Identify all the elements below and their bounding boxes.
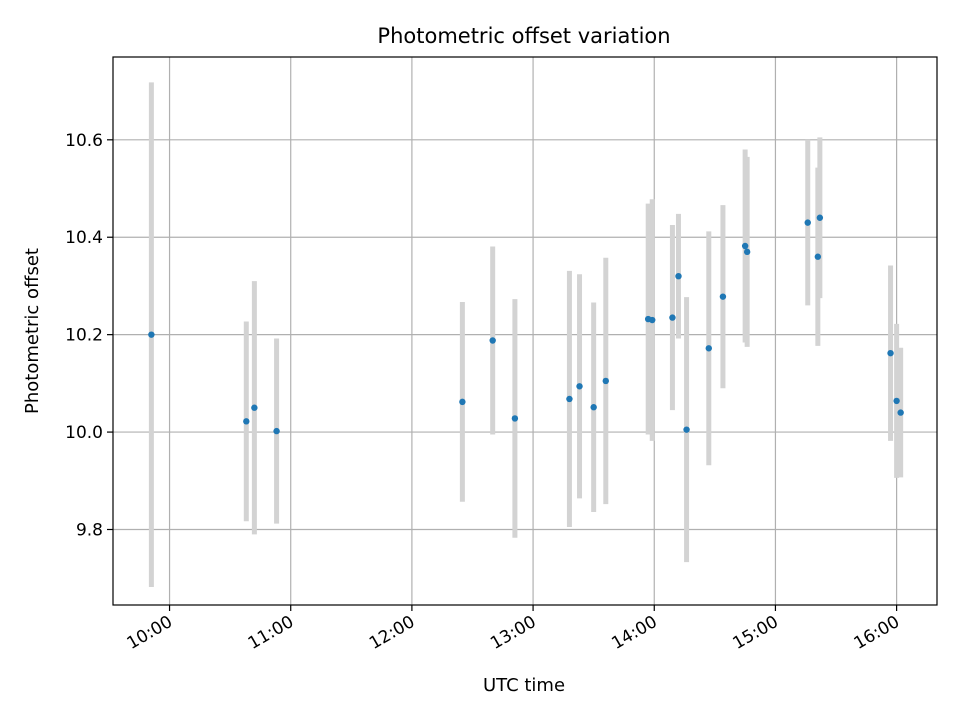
data-point <box>243 418 250 425</box>
data-point <box>743 248 751 256</box>
data-point <box>251 404 258 411</box>
data-point <box>887 349 894 357</box>
y-axis-label: Photometric offset <box>22 248 43 414</box>
data-point <box>675 273 682 280</box>
data-point <box>804 219 811 226</box>
data-point <box>602 377 609 385</box>
plot-area <box>113 57 937 605</box>
y-tick-label: 9.8 <box>76 520 103 540</box>
data-point <box>576 383 583 390</box>
data-point <box>741 242 749 250</box>
data-point <box>566 395 573 403</box>
data-point <box>893 397 900 405</box>
data-point <box>511 415 519 422</box>
data-point <box>705 345 712 352</box>
chart-title: Photometric offset variation <box>377 24 670 48</box>
data-point <box>459 398 466 406</box>
plot-frame <box>112 56 938 606</box>
grid <box>113 57 937 605</box>
data-point <box>148 331 155 338</box>
data-point <box>590 404 597 411</box>
data-point <box>683 426 690 433</box>
y-tick-label: 10.2 <box>65 326 103 346</box>
data-point <box>816 214 824 221</box>
data-point <box>273 427 280 435</box>
data-point <box>649 316 656 324</box>
point-series <box>148 214 904 435</box>
y-tick-label: 10.0 <box>65 423 103 443</box>
y-tick-label: 10.4 <box>65 228 103 248</box>
data-point <box>897 409 904 416</box>
x-axis-label: UTC time <box>483 675 565 696</box>
data-point <box>669 314 676 321</box>
data-point <box>719 293 727 300</box>
y-tick-label: 10.6 <box>65 131 103 151</box>
data-point <box>489 337 496 344</box>
y-axis: 9.8 10.0 10.2 10.4 10.6 <box>65 131 113 540</box>
data-point <box>814 253 822 260</box>
